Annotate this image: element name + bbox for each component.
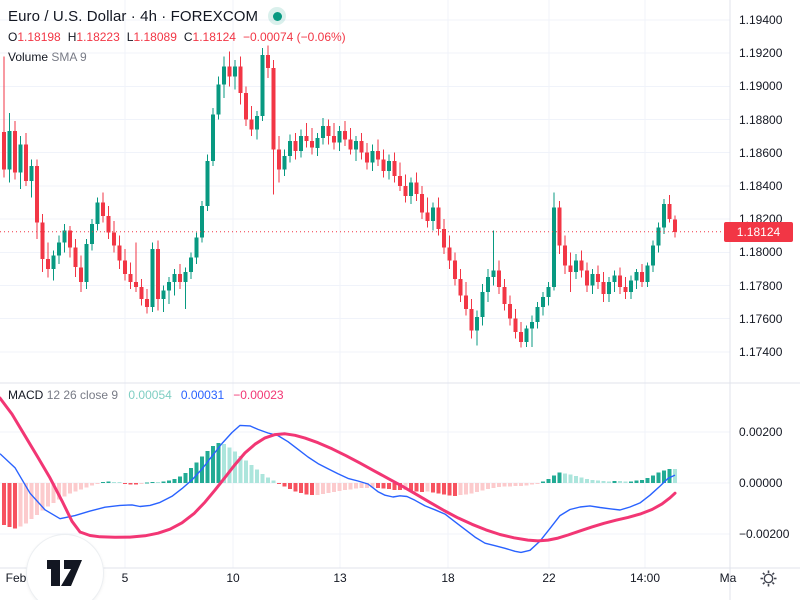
time-tick-label: Ma	[719, 571, 737, 585]
tradingview-logo-icon	[47, 560, 82, 586]
price-tick-label: 1.18800	[739, 112, 783, 127]
ohlc-pair: H1.18223	[67, 30, 120, 44]
macd-params: 12 26 close 9	[46, 388, 119, 402]
time-tick-label: 22	[542, 571, 556, 585]
macd-line	[0, 424, 676, 554]
time-tick-label: 5	[121, 571, 129, 585]
price-tick-label: 1.18400	[739, 178, 783, 193]
macd-tick-label: −0.00200	[739, 527, 790, 541]
signal-line	[0, 396, 677, 543]
price-tick-label: 1.17600	[739, 311, 783, 326]
macd-value: −0.00023	[233, 388, 284, 402]
volume-legend[interactable]: Volume SMA 9	[8, 50, 87, 64]
price-tick-label: 1.18000	[739, 245, 783, 260]
settings-gear-icon[interactable]	[760, 570, 777, 587]
time-tick-label: 14:00	[629, 571, 661, 585]
symbol-legend[interactable]: Euro / U.S. Dollar · 4h · FOREXCOM	[8, 7, 287, 25]
time-tick-label: Feb	[5, 571, 27, 585]
macd-value: 0.00031	[180, 388, 225, 402]
tradingview-logo[interactable]	[26, 534, 104, 600]
price-tick-label: 1.19400	[739, 12, 783, 27]
macd-value: 0.00054	[128, 388, 172, 402]
macd-tick-label: 0.00000	[739, 476, 783, 490]
ohlc-pair: C1.18124	[183, 30, 236, 44]
symbol-title[interactable]: Euro / U.S. Dollar · 4h · FOREXCOM	[8, 7, 259, 25]
candles	[2, 45, 677, 348]
price-tick-label: 1.19200	[739, 46, 783, 61]
price-tick-label: 1.18600	[739, 145, 783, 160]
ohlc-pair: O1.18198	[8, 30, 61, 44]
time-tick-label: 13	[333, 571, 347, 585]
macd-legend[interactable]: MACD 12 26 close 9 0.00054 0.00031 −0.0002…	[8, 388, 293, 402]
price-tick-label: 1.17800	[739, 278, 783, 293]
macd-tick-label: 0.00200	[739, 425, 783, 439]
volume-params: SMA 9	[51, 50, 87, 64]
macd-histogram	[2, 443, 677, 529]
market-status-icon	[268, 7, 287, 25]
macd-label[interactable]: MACD	[8, 388, 44, 402]
price-tick-label: 1.19000	[739, 79, 783, 94]
volume-label[interactable]: Volume	[8, 50, 49, 64]
ohlc-pair: L1.18089	[126, 30, 177, 44]
market-open-dot-icon	[272, 11, 282, 21]
current-price-badge: 1.18124	[724, 221, 793, 242]
change-value: −0.00074 (−0.06%)	[242, 30, 346, 44]
ohlc-row: O1.18198 H1.18223 L1.18089 C1.18124 −0.00074…	[8, 30, 346, 44]
time-tick-label: 10	[226, 571, 240, 585]
price-tick-label: 1.17400	[739, 344, 783, 359]
time-tick-label: 18	[441, 571, 455, 585]
macd-values: 0.00054 0.00031 −0.00023	[128, 388, 292, 402]
